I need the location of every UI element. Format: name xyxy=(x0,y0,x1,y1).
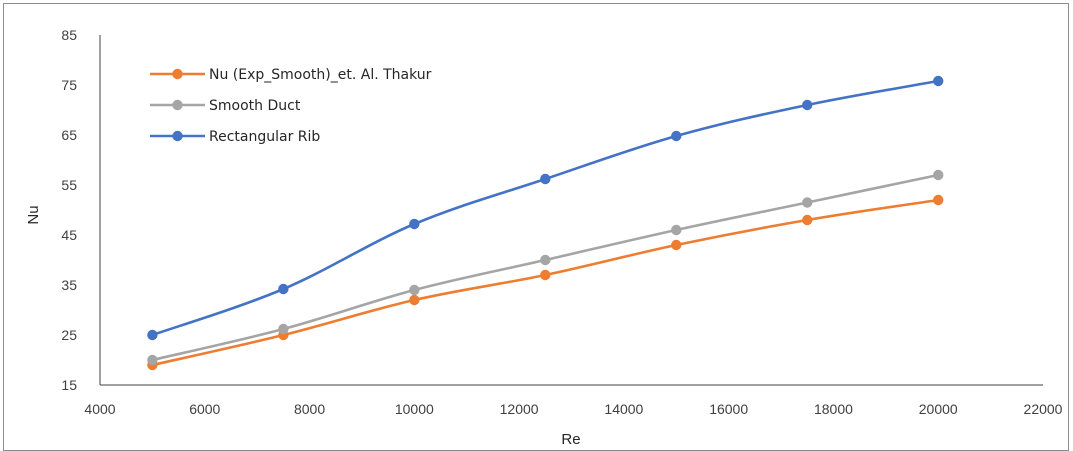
data-point xyxy=(540,173,551,185)
y-axis-title: Nu xyxy=(25,205,42,224)
data-point xyxy=(802,197,813,208)
y-tick-label: 45 xyxy=(61,227,77,243)
x-tick-label: 10000 xyxy=(395,401,434,417)
series-1 xyxy=(147,169,944,366)
data-point xyxy=(671,239,682,251)
data-point xyxy=(409,294,420,306)
x-tick-labels: 4000 6000 8000 10000 12000 14000 16000 18000 200… xyxy=(84,401,1062,417)
data-point xyxy=(933,75,944,87)
y-tick-label: 15 xyxy=(61,377,77,393)
legend-swatch-marker xyxy=(172,68,183,80)
legend-label: Nu (Exp_Smooth)_et. Al. Thakur xyxy=(209,67,432,83)
legend: Nu (Exp_Smooth)_et. Al. Thakur Smooth Duc… xyxy=(150,67,432,145)
x-tick-label: 20000 xyxy=(919,401,958,417)
data-point xyxy=(409,284,420,296)
axes xyxy=(99,35,1043,386)
legend-label: Smooth Duct xyxy=(209,98,301,114)
series-line xyxy=(151,198,940,367)
legend-item: Smooth Duct xyxy=(150,98,301,114)
x-tick-label: 22000 xyxy=(1024,401,1063,417)
y-tick-label: 85 xyxy=(61,27,77,43)
data-point xyxy=(278,283,289,295)
data-point xyxy=(540,269,551,281)
data-point xyxy=(147,354,158,366)
data-point xyxy=(802,99,813,111)
series-2 xyxy=(147,75,944,341)
data-point xyxy=(540,254,551,266)
x-tick-label: 4000 xyxy=(84,401,115,417)
y-tick-label: 25 xyxy=(61,327,77,343)
series-line xyxy=(151,79,940,337)
legend-swatch-marker xyxy=(172,99,183,111)
x-tick-label: 16000 xyxy=(709,401,748,417)
x-tick-label: 6000 xyxy=(189,401,220,417)
x-tick-label: 12000 xyxy=(500,401,539,417)
data-point xyxy=(671,130,682,142)
data-point xyxy=(802,214,813,226)
y-tick-label: 55 xyxy=(61,177,77,193)
series-0 xyxy=(147,194,944,371)
y-tick-label: 35 xyxy=(61,277,77,293)
data-point xyxy=(933,194,944,206)
legend-label: Rectangular Rib xyxy=(209,129,320,145)
y-tick-label: 65 xyxy=(61,127,77,143)
data-point xyxy=(278,323,289,335)
y-tick-label: 75 xyxy=(61,77,77,93)
series-layer xyxy=(147,75,944,371)
x-axis-title: Re xyxy=(561,431,580,448)
y-tick-labels: 15 25 35 45 55 65 75 85 xyxy=(61,27,77,393)
x-tick-label: 14000 xyxy=(604,401,643,417)
legend-item: Rectangular Rib xyxy=(150,129,320,145)
data-point xyxy=(147,329,158,341)
legend-swatch-marker xyxy=(172,130,183,142)
x-tick-label: 18000 xyxy=(814,401,853,417)
data-point xyxy=(671,224,682,236)
data-point xyxy=(933,169,944,181)
legend-item: Nu (Exp_Smooth)_et. Al. Thakur xyxy=(150,67,432,83)
x-tick-label: 8000 xyxy=(294,401,325,417)
series-line xyxy=(151,173,940,362)
data-point xyxy=(409,218,420,230)
